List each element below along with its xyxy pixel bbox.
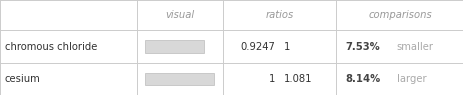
Text: 1.081: 1.081 <box>283 74 312 84</box>
Text: cesium: cesium <box>5 74 40 84</box>
Text: comparisons: comparisons <box>368 10 431 20</box>
Text: ratios: ratios <box>265 10 293 20</box>
Text: 1: 1 <box>283 42 290 52</box>
Text: larger: larger <box>396 74 425 84</box>
Text: 0.9247: 0.9247 <box>239 42 274 52</box>
Bar <box>145 40 204 53</box>
Text: 8.14%: 8.14% <box>345 74 380 84</box>
Bar <box>145 73 214 85</box>
Text: visual: visual <box>165 10 194 20</box>
Text: 1: 1 <box>268 74 274 84</box>
Text: chromous chloride: chromous chloride <box>5 42 97 52</box>
Text: smaller: smaller <box>396 42 433 52</box>
Text: 7.53%: 7.53% <box>345 42 380 52</box>
